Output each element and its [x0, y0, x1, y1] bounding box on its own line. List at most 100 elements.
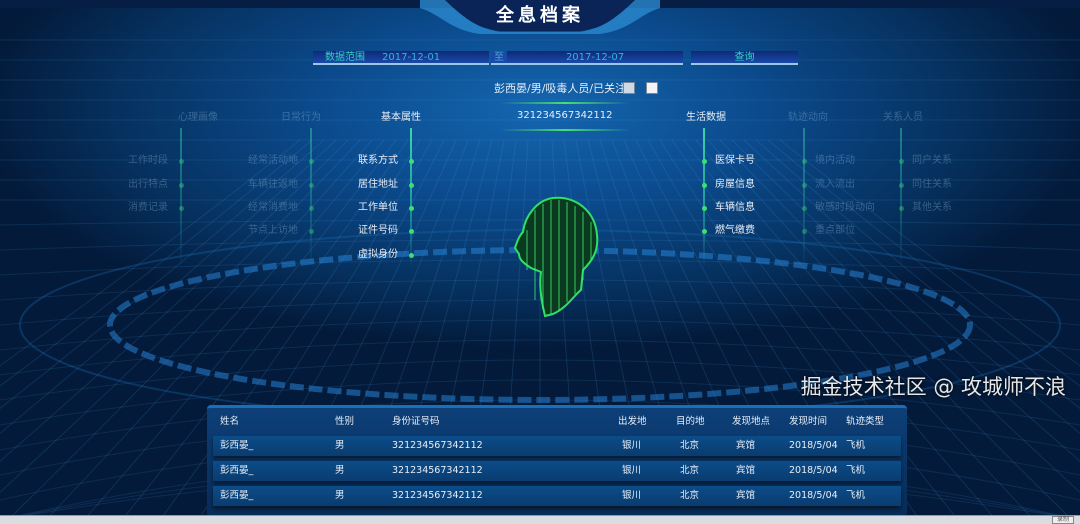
- category-basic-item[interactable]: 虚拟身份: [358, 249, 398, 260]
- category-relation-line: [900, 128, 902, 268]
- column-header[interactable]: 目的地: [676, 416, 705, 427]
- node-dot: [408, 183, 414, 188]
- category-life-line: [703, 128, 705, 268]
- category-left_far-title[interactable]: 心理画像: [178, 112, 218, 123]
- category-basic-title[interactable]: 基本属性: [381, 112, 421, 123]
- column-header[interactable]: 轨迹类型: [846, 416, 885, 427]
- query-button[interactable]: 查询: [691, 51, 798, 65]
- node-dot: [898, 183, 904, 188]
- category-daily-item[interactable]: 经常消费地: [248, 202, 298, 213]
- category-basic-item[interactable]: 工作单位: [358, 202, 398, 213]
- category-track-title[interactable]: 轨迹动向: [788, 112, 828, 123]
- category-life-item[interactable]: 房屋信息: [715, 179, 755, 190]
- column-header[interactable]: 性别: [335, 416, 355, 427]
- node-dot: [408, 206, 414, 211]
- category-track-item[interactable]: 重点部位: [815, 225, 855, 236]
- node-dot: [308, 183, 314, 188]
- category-track-item[interactable]: 流入流出: [815, 179, 855, 190]
- node-dot: [308, 229, 314, 234]
- table-cell: 宾馆: [736, 465, 756, 476]
- column-header[interactable]: 姓名: [220, 416, 240, 427]
- horizontal-scrollbar[interactable]: 录制: [0, 515, 1080, 524]
- table-cell: 银川: [622, 465, 642, 476]
- category-basic-item[interactable]: 联系方式: [358, 155, 398, 166]
- end-date-field[interactable]: 2017-12-07: [507, 51, 683, 65]
- node-dot: [801, 183, 807, 188]
- id-card-icon[interactable]: [623, 82, 635, 94]
- table-cell: 飞机: [846, 440, 866, 451]
- category-relation-item[interactable]: 同住关系: [912, 179, 952, 190]
- date-range-start-field[interactable]: 数据范围 2017-12-01: [313, 51, 489, 65]
- table-cell: 321234567342112: [392, 465, 483, 476]
- table-cell: 男: [335, 440, 345, 451]
- category-relation-title[interactable]: 关系人员: [883, 112, 923, 123]
- category-left_far-item[interactable]: 消费记录: [128, 202, 168, 213]
- category-track-item[interactable]: 敏感时段动向: [815, 202, 875, 213]
- table-cell: 2018/5/04: [789, 490, 838, 501]
- table-cell: 彭西晏_: [220, 440, 254, 451]
- category-life-title[interactable]: 生活数据: [686, 112, 726, 123]
- category-daily-item[interactable]: 车辆往返地: [248, 179, 298, 190]
- page-title: 全息档案: [496, 5, 584, 26]
- category-track-line: [803, 128, 805, 268]
- title-bar: [0, 0, 1080, 34]
- category-left_far-item[interactable]: 出行特点: [128, 179, 168, 190]
- column-header[interactable]: 身份证号码: [392, 416, 440, 427]
- record-button[interactable]: 录制: [1052, 516, 1074, 524]
- node-dot: [898, 159, 904, 164]
- node-dot: [801, 229, 807, 234]
- head-hologram: [513, 196, 599, 318]
- node-dot: [178, 159, 184, 164]
- table-cell: 2018/5/04: [789, 465, 838, 476]
- table-cell: 321234567342112: [392, 490, 483, 501]
- category-daily-item[interactable]: 节点上访地: [248, 225, 298, 236]
- table-cell: 宾馆: [736, 490, 756, 501]
- column-header[interactable]: 发现地点: [732, 416, 771, 427]
- category-life-item[interactable]: 医保卡号: [715, 155, 755, 166]
- node-dot: [898, 206, 904, 211]
- table-row[interactable]: 彭西晏_ 男 321234567342112 银川 北京 宾馆 2018/5/04 飞机: [213, 436, 901, 456]
- node-dot: [701, 206, 707, 211]
- category-daily-title[interactable]: 日常行为: [281, 112, 321, 123]
- table-row[interactable]: 彭西晏_ 男 321234567342112 银川 北京 宾馆 2018/5/04 飞机: [213, 486, 901, 506]
- node-dot: [408, 253, 414, 258]
- node-dot: [801, 159, 807, 164]
- category-life-item[interactable]: 车辆信息: [715, 202, 755, 213]
- node-dot: [801, 206, 807, 211]
- category-basic-item[interactable]: 居住地址: [358, 179, 398, 190]
- category-basic-line: [410, 128, 412, 268]
- photo-icon[interactable]: [646, 82, 658, 94]
- start-date: 2017-12-01: [382, 52, 441, 63]
- category-left_far-item[interactable]: 工作时段: [128, 155, 168, 166]
- category-track-item[interactable]: 境内活动: [815, 155, 855, 166]
- table-cell: 321234567342112: [392, 440, 483, 451]
- category-basic-item[interactable]: 证件号码: [358, 225, 398, 236]
- table-cell: 男: [335, 465, 345, 476]
- column-header[interactable]: 发现时间: [789, 416, 828, 427]
- table-cell: 男: [335, 490, 345, 501]
- divider: [500, 129, 630, 131]
- table-row[interactable]: 彭西晏_ 男 321234567342112 银川 北京 宾馆 2018/5/04 飞机: [213, 461, 901, 481]
- category-daily-line: [310, 128, 312, 268]
- table-cell: 飞机: [846, 465, 866, 476]
- category-life-item[interactable]: 燃气缴费: [715, 225, 755, 236]
- node-dot: [308, 159, 314, 164]
- table-cell: 2018/5/04: [789, 440, 838, 451]
- person-summary: 彭西晏/男/吸毒人员/已关注: [494, 82, 627, 95]
- id-number: 321234567342112: [517, 110, 613, 121]
- table-cell: 银川: [622, 490, 642, 501]
- node-dot: [308, 206, 314, 211]
- category-daily-item[interactable]: 经常活动地: [248, 155, 298, 166]
- date-range-label: 数据范围: [325, 52, 365, 63]
- category-relation-item[interactable]: 同户关系: [912, 155, 952, 166]
- table-cell: 北京: [680, 465, 700, 476]
- table-cell: 北京: [680, 440, 700, 451]
- node-dot: [178, 206, 184, 211]
- category-relation-item[interactable]: 其他关系: [912, 202, 952, 213]
- node-dot: [178, 183, 184, 188]
- date-separator: 至: [491, 51, 507, 65]
- column-header[interactable]: 出发地: [618, 416, 647, 427]
- watermark: 掘金技术社区 @ 攻城师不浪: [800, 375, 1066, 399]
- table-cell: 彭西晏_: [220, 465, 254, 476]
